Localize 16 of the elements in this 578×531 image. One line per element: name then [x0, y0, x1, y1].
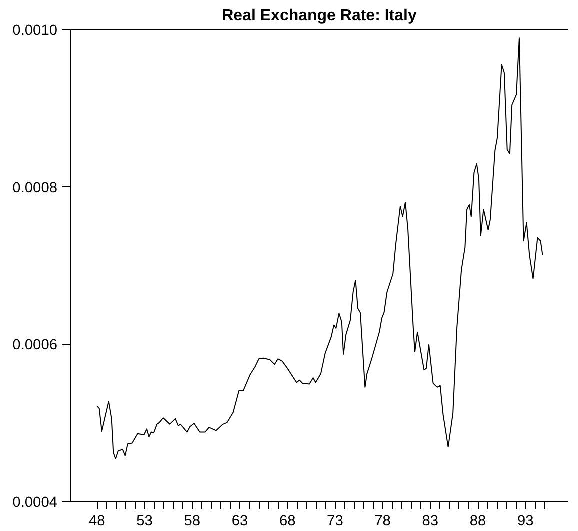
x-tick-label: 58 [184, 514, 201, 530]
x-tick-label: 93 [518, 514, 534, 530]
x-tick-label: 48 [89, 514, 106, 530]
x-tick-label: 68 [279, 514, 296, 530]
x-tick-label: 83 [422, 514, 439, 530]
y-tick-label: 0.0008 [12, 180, 58, 196]
x-tick-label: 73 [327, 514, 344, 530]
y-tick-label: 0.0006 [12, 338, 58, 354]
y-tick-label: 0.0010 [12, 23, 58, 39]
y-tick-label: 0.0004 [12, 495, 58, 511]
chart-title: Real Exchange Rate: Italy [222, 8, 417, 24]
line-series [96, 38, 544, 460]
x-tick-label: 63 [232, 514, 248, 530]
x-tick-label: 53 [136, 514, 153, 530]
x-tick-label: 88 [470, 514, 486, 530]
x-tick-label: 78 [374, 514, 391, 530]
